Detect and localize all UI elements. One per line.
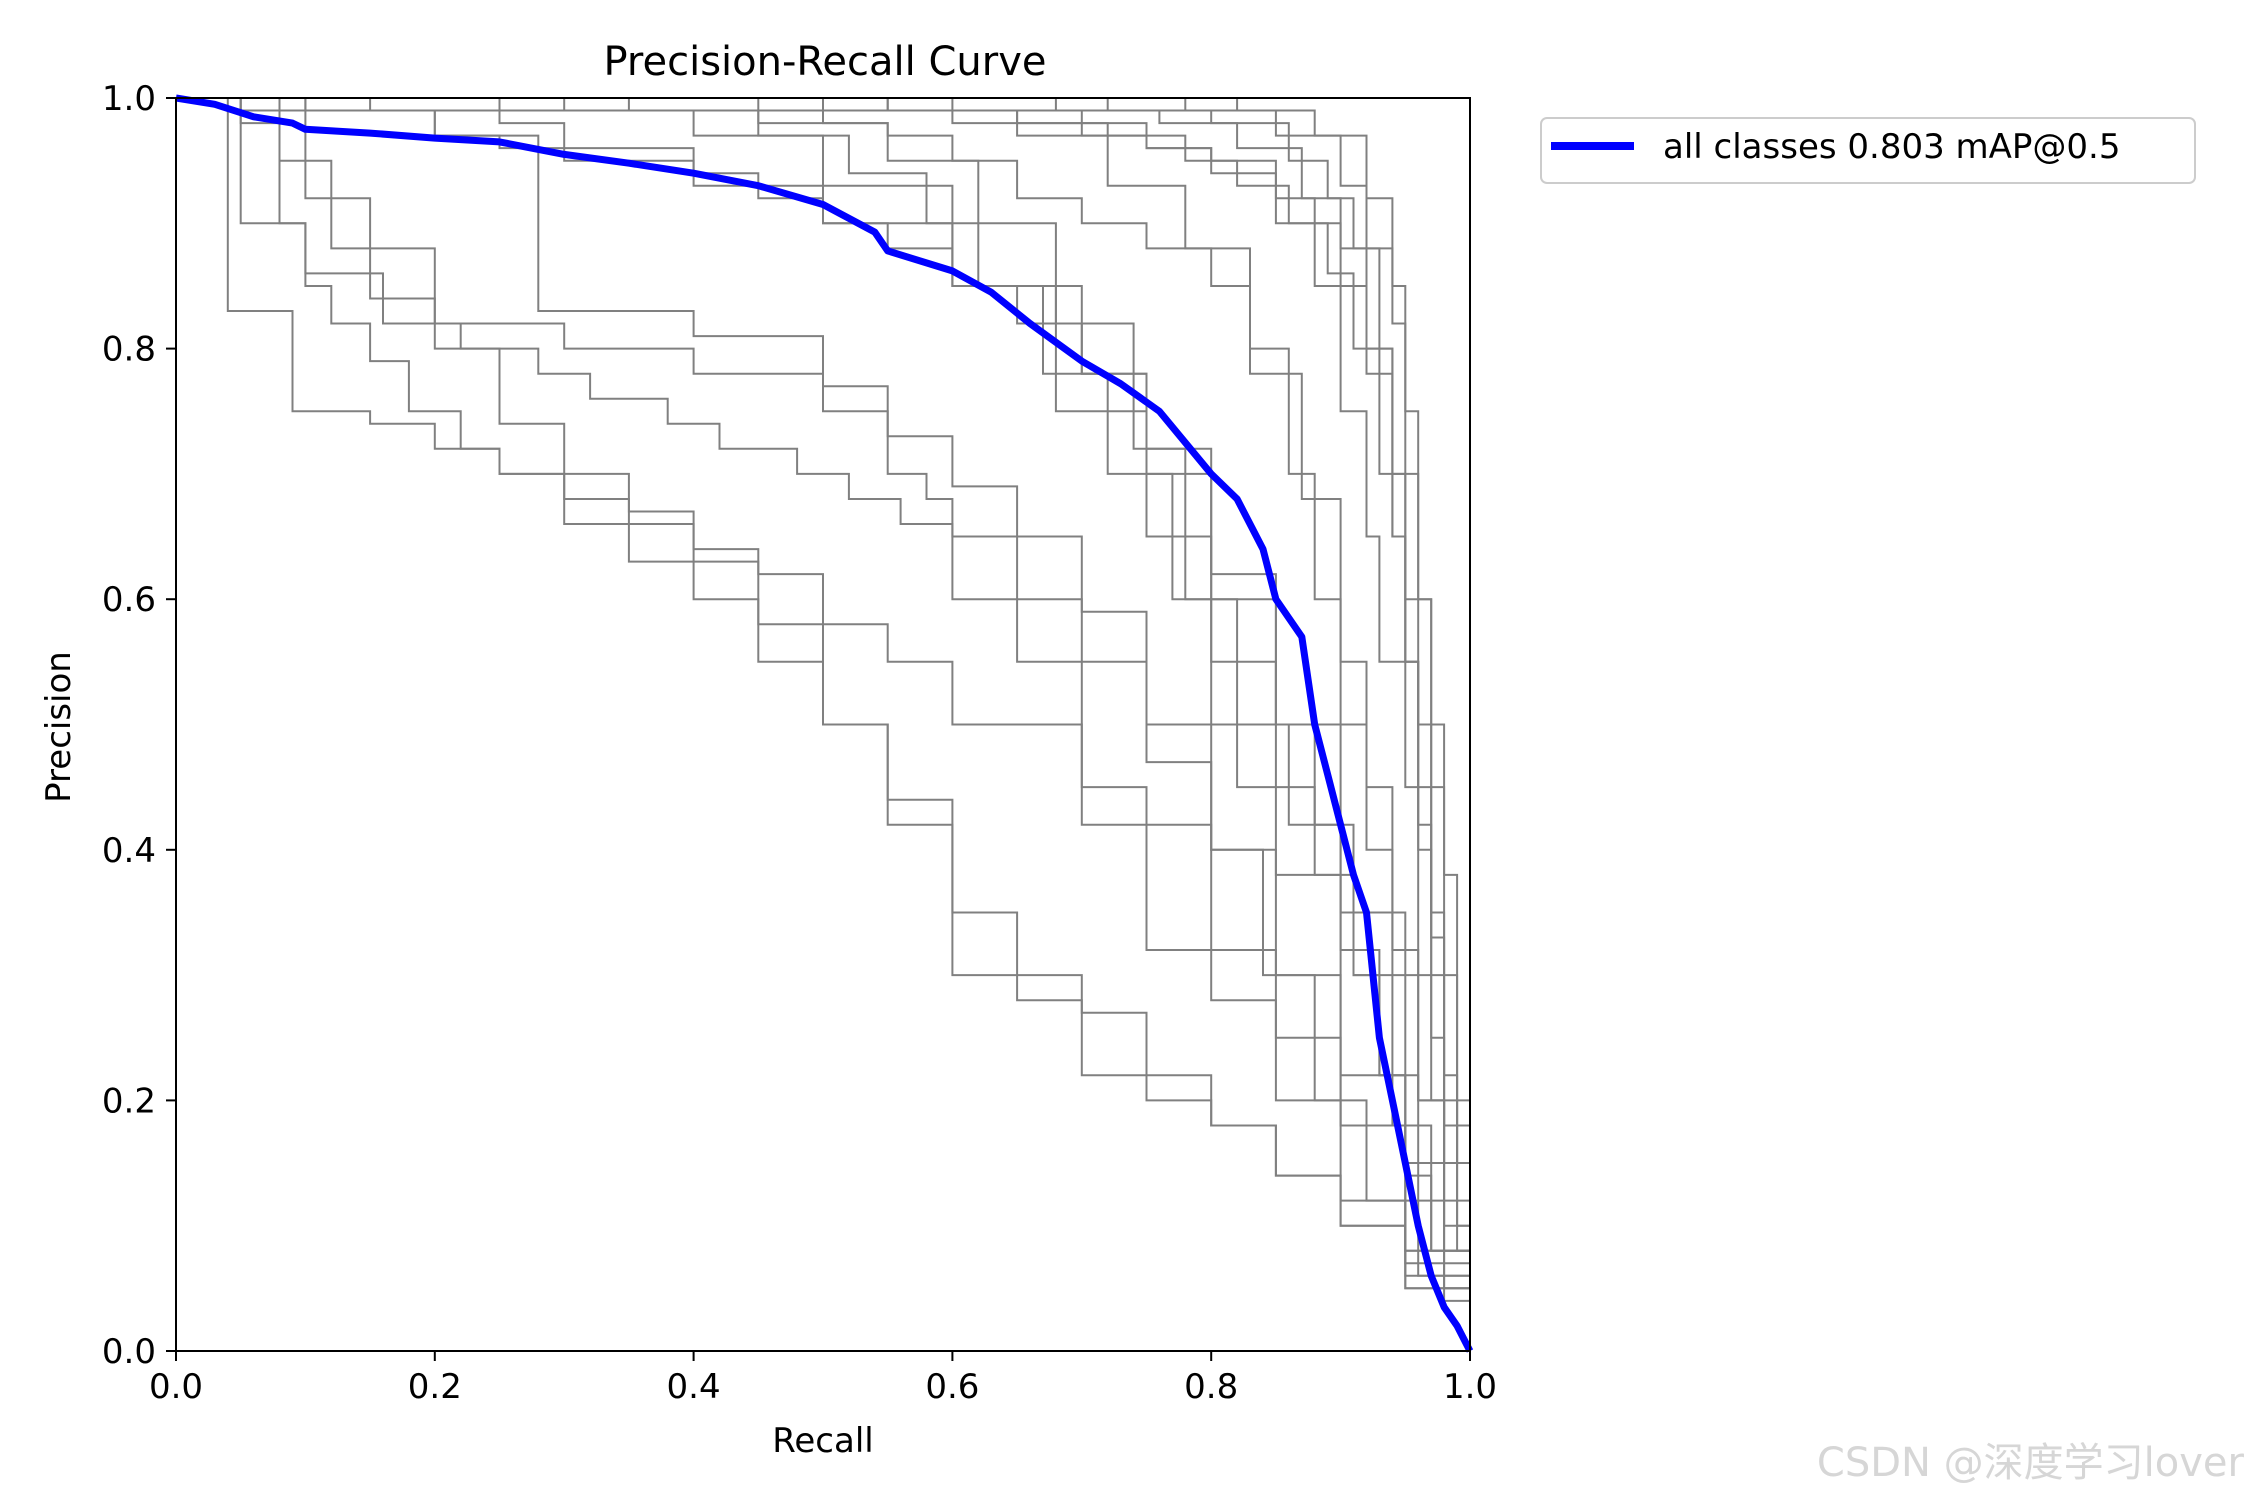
y-tick-label-0: 0.0 bbox=[102, 1332, 156, 1372]
y-tick-label-4: 0.8 bbox=[102, 330, 156, 370]
watermark: CSDN @深度学习lover bbox=[1816, 1440, 2244, 1486]
x-axis-label: Recall bbox=[772, 1421, 873, 1461]
y-tick-label-2: 0.4 bbox=[102, 831, 156, 871]
y-tick-label-3: 0.6 bbox=[102, 580, 156, 620]
y-tick-label-5: 1.0 bbox=[102, 79, 156, 119]
class-line-20 bbox=[176, 97, 1471, 1351]
class-series-group bbox=[176, 97, 1471, 1351]
x-tick-label-3: 0.6 bbox=[925, 1367, 979, 1407]
x-tick-label-4: 0.8 bbox=[1184, 1367, 1238, 1407]
x-tick-label-0: 0.0 bbox=[149, 1367, 203, 1407]
chart-title: Precision-Recall Curve bbox=[604, 39, 1047, 85]
x-axis: 0.0 0.2 0.4 0.6 0.8 1.0 bbox=[149, 1351, 1497, 1407]
class-line-17 bbox=[176, 97, 1471, 1351]
x-tick-label-5: 1.0 bbox=[1443, 1367, 1497, 1407]
legend-box bbox=[1540, 117, 2196, 184]
legend-label-all-classes: all classes 0.803 mAP@0.5 bbox=[1663, 127, 2120, 167]
x-tick-label-2: 0.4 bbox=[667, 1367, 721, 1407]
legend: all classes 0.803 mAP@0.5 bbox=[1540, 117, 2196, 184]
y-axis-label: Precision bbox=[39, 651, 79, 803]
y-tick-label-1: 0.2 bbox=[102, 1081, 156, 1121]
class-line-13 bbox=[176, 97, 1471, 1351]
main-series-group bbox=[175, 94, 1474, 1353]
y-axis: 0.0 0.2 0.4 0.6 0.8 1.0 bbox=[102, 79, 176, 1372]
x-tick-label-1: 0.2 bbox=[408, 1367, 462, 1407]
all-classes-line bbox=[175, 94, 1474, 1353]
class-line-11 bbox=[176, 97, 1471, 1351]
class-line-9 bbox=[176, 97, 1471, 1351]
plot-frame bbox=[175, 97, 1471, 1352]
